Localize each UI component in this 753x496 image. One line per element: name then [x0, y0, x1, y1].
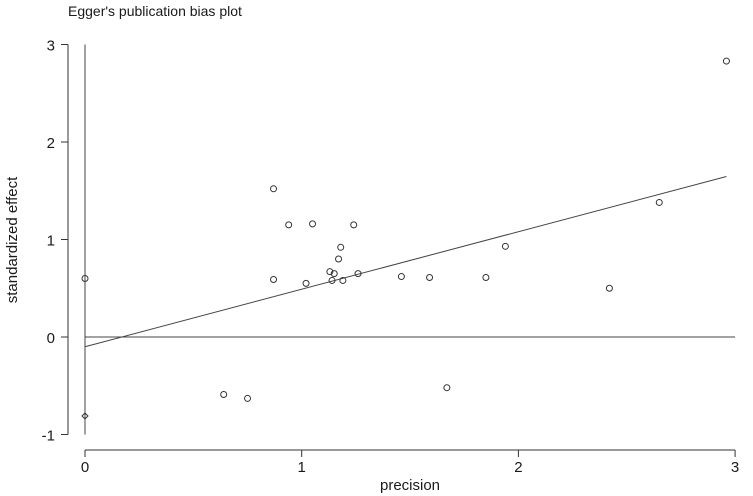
- intercept-marker: [81, 412, 89, 420]
- y-axis-label: standardized effect: [4, 176, 21, 303]
- data-point: [350, 221, 358, 229]
- data-point: [482, 274, 490, 282]
- x-tick-label: 2: [514, 459, 522, 476]
- y-tick-label: 0: [47, 330, 55, 347]
- data-point: [339, 276, 347, 284]
- data-point: [244, 394, 252, 402]
- data-point: [285, 221, 293, 229]
- data-point: [270, 275, 278, 283]
- data-point: [326, 268, 334, 276]
- data-point: [655, 198, 663, 206]
- regression-line: [84, 175, 727, 348]
- data-point: [426, 274, 434, 282]
- y-tick-label: 1: [47, 233, 55, 250]
- y-tick-label: 3: [47, 38, 55, 55]
- data-point: [501, 242, 509, 250]
- data-point: [397, 273, 405, 281]
- axes: -1 0 1 2 3 0 1 2 3: [42, 38, 740, 477]
- y-tick-label: 2: [47, 135, 55, 152]
- x-tick-label: 0: [81, 459, 89, 476]
- data-point: [328, 276, 336, 284]
- plot-lines: [84, 44, 736, 435]
- data-point: [354, 270, 362, 278]
- data-points: [81, 57, 730, 420]
- y-tick-label: -1: [42, 428, 55, 445]
- data-point: [81, 275, 89, 282]
- data-point: [335, 255, 343, 263]
- data-point: [337, 243, 345, 251]
- data-point: [722, 57, 730, 65]
- x-tick-label: 3: [731, 459, 739, 476]
- data-point: [302, 279, 310, 287]
- x-tick-label: 1: [298, 459, 306, 476]
- data-point: [220, 391, 228, 399]
- chart-title: Egger's publication bias plot: [68, 3, 242, 19]
- data-point: [443, 384, 451, 392]
- x-axis-label: precision: [380, 477, 440, 494]
- data-point: [309, 220, 317, 228]
- data-point: [270, 185, 278, 193]
- data-point: [330, 270, 338, 278]
- data-point: [605, 284, 613, 292]
